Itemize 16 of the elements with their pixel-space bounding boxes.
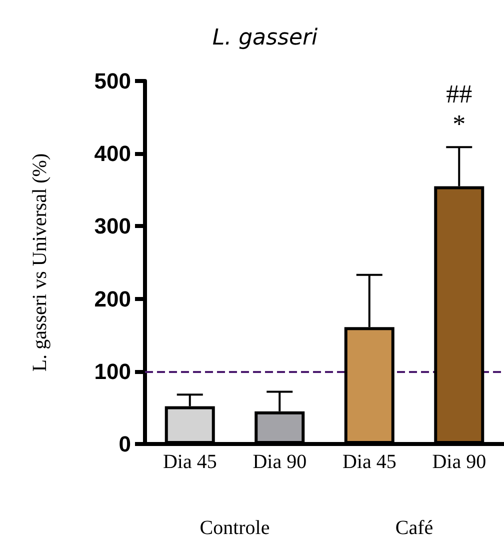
y-tick-label: 300 <box>94 214 131 239</box>
x-tick-label: Dia 90 <box>252 451 307 473</box>
x-tick-label: Dia 45 <box>342 451 396 473</box>
annotation: ## <box>446 80 472 109</box>
y-tick-label: 200 <box>94 286 131 312</box>
x-tick-label: Dia 45 <box>162 451 217 473</box>
y-tick-label: 400 <box>94 141 131 166</box>
annotation: * <box>452 110 466 139</box>
x-tick-label: Dia 90 <box>432 451 486 473</box>
y-tick-label: 0 <box>118 432 131 456</box>
text: Café <box>395 517 434 539</box>
y-tick-label: 500 <box>94 68 131 94</box>
text: Controle <box>200 517 270 539</box>
y-tick-label: 100 <box>94 358 131 384</box>
chart-title: L. gasseri <box>212 26 318 50</box>
y-axis-title: L. gasseri vs Universal (%) <box>29 153 51 372</box>
